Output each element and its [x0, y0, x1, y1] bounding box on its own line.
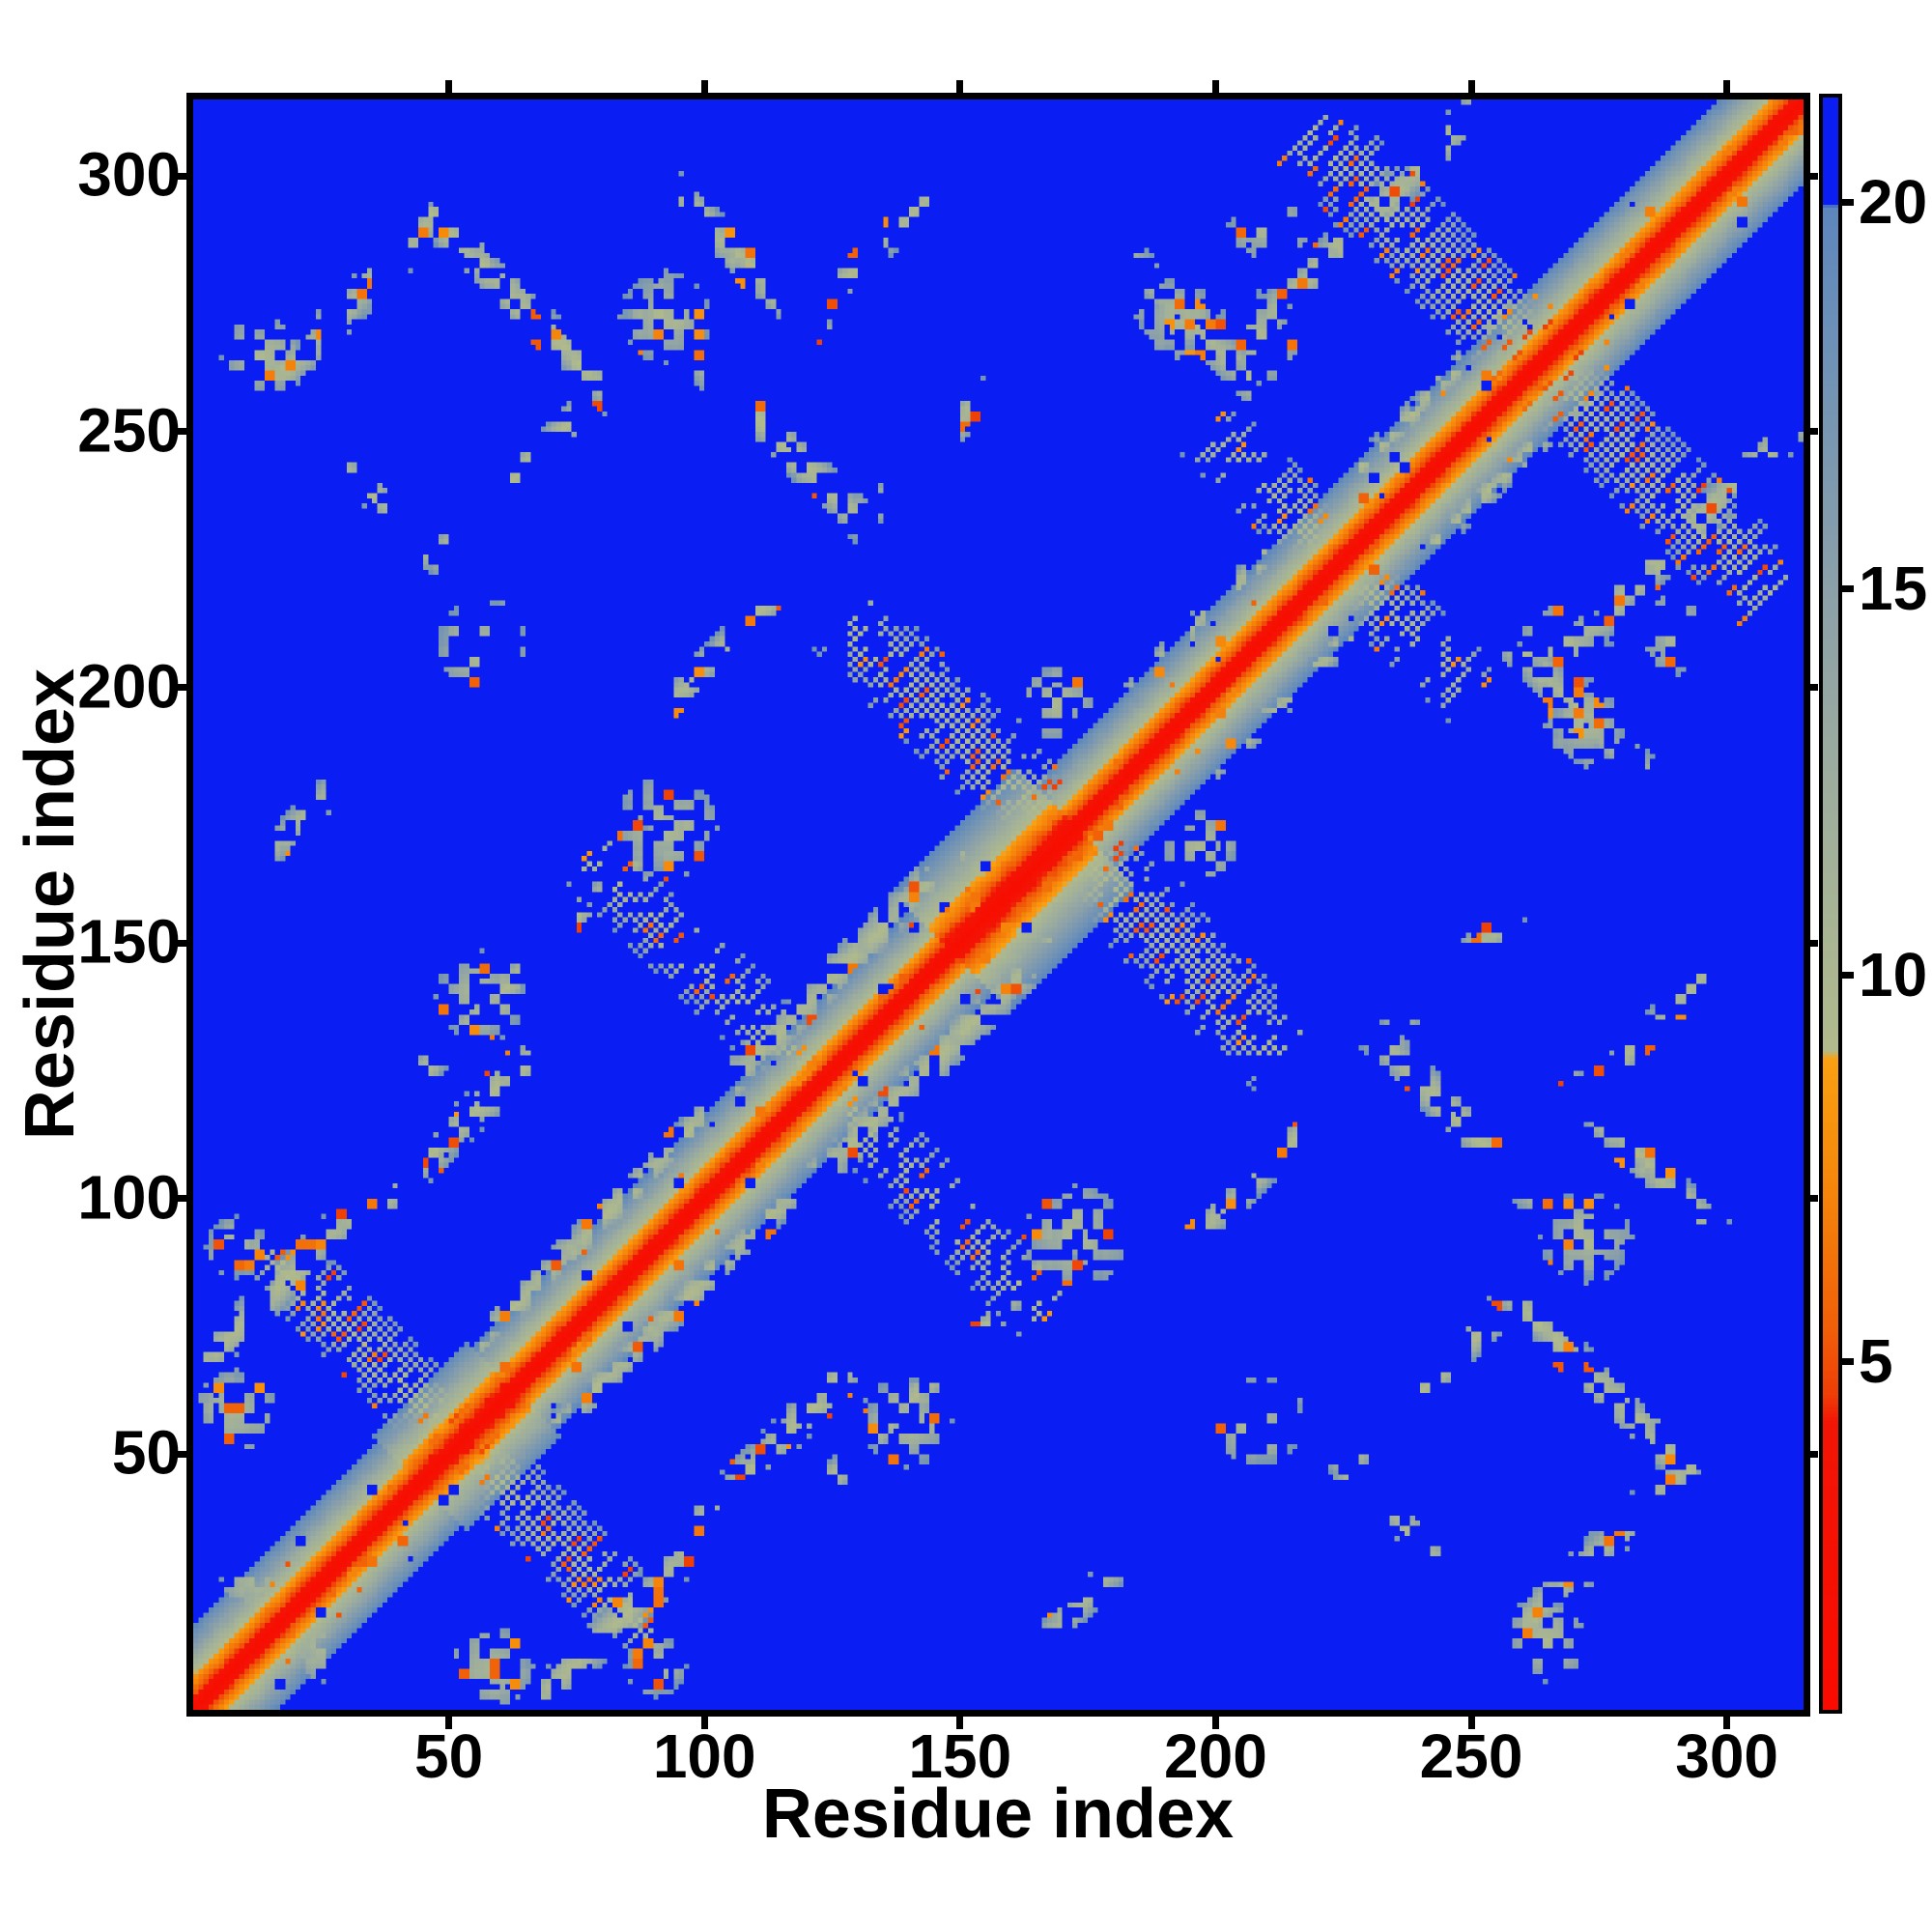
y-tick — [174, 428, 186, 436]
y-tick — [1810, 1195, 1818, 1203]
y-tick — [174, 1450, 186, 1458]
x-tick — [445, 80, 453, 93]
y-tick — [1810, 172, 1818, 180]
x-tick-label: 100 — [652, 1721, 756, 1791]
y-tick — [174, 1195, 186, 1203]
x-tick-label: 200 — [1164, 1721, 1267, 1791]
x-tick — [700, 80, 708, 93]
x-tick — [445, 1717, 453, 1729]
x-tick — [956, 80, 964, 93]
y-tick-label: 50 — [111, 1418, 181, 1489]
x-tick-label: 250 — [1419, 1721, 1523, 1791]
y-axis-label: Residue index — [12, 668, 89, 1141]
x-tick-label: 300 — [1675, 1721, 1778, 1791]
x-tick — [1723, 80, 1731, 93]
colorbar-tick-label: 15 — [1859, 554, 1928, 624]
colorbar-canvas — [1823, 98, 1838, 1710]
x-tick — [1211, 80, 1219, 93]
colorbar-tick — [1842, 198, 1854, 206]
colorbar-tick — [1842, 1357, 1854, 1365]
x-tick-label: 50 — [414, 1721, 484, 1791]
colorbar-tick — [1842, 971, 1854, 979]
plot-border — [186, 93, 1810, 1717]
y-tick — [1810, 684, 1818, 692]
y-tick — [174, 684, 186, 692]
y-tick — [1810, 939, 1818, 947]
colorbar-tick-label: 5 — [1859, 1326, 1893, 1397]
y-tick-label: 250 — [77, 395, 181, 466]
y-tick — [174, 939, 186, 947]
y-tick-label: 150 — [77, 906, 181, 977]
x-tick — [1467, 80, 1475, 93]
colorbar-tick-label: 10 — [1859, 940, 1928, 1010]
y-tick — [1810, 1450, 1818, 1458]
x-tick-label: 150 — [908, 1721, 1012, 1791]
y-tick — [1810, 428, 1818, 436]
x-tick — [700, 1717, 708, 1729]
x-tick — [1467, 1717, 1475, 1729]
y-tick-label: 100 — [77, 1162, 181, 1233]
y-tick — [174, 172, 186, 180]
colorbar-tick-label: 20 — [1859, 167, 1928, 237]
x-axis-label: Residue index — [761, 1776, 1235, 1853]
x-tick — [956, 1717, 964, 1729]
y-tick-label: 300 — [77, 140, 181, 211]
distance-map-canvas — [193, 99, 1804, 1710]
y-tick-label: 200 — [77, 651, 181, 722]
x-tick — [1211, 1717, 1219, 1729]
colorbar-tick — [1842, 584, 1854, 592]
x-tick — [1723, 1717, 1731, 1729]
